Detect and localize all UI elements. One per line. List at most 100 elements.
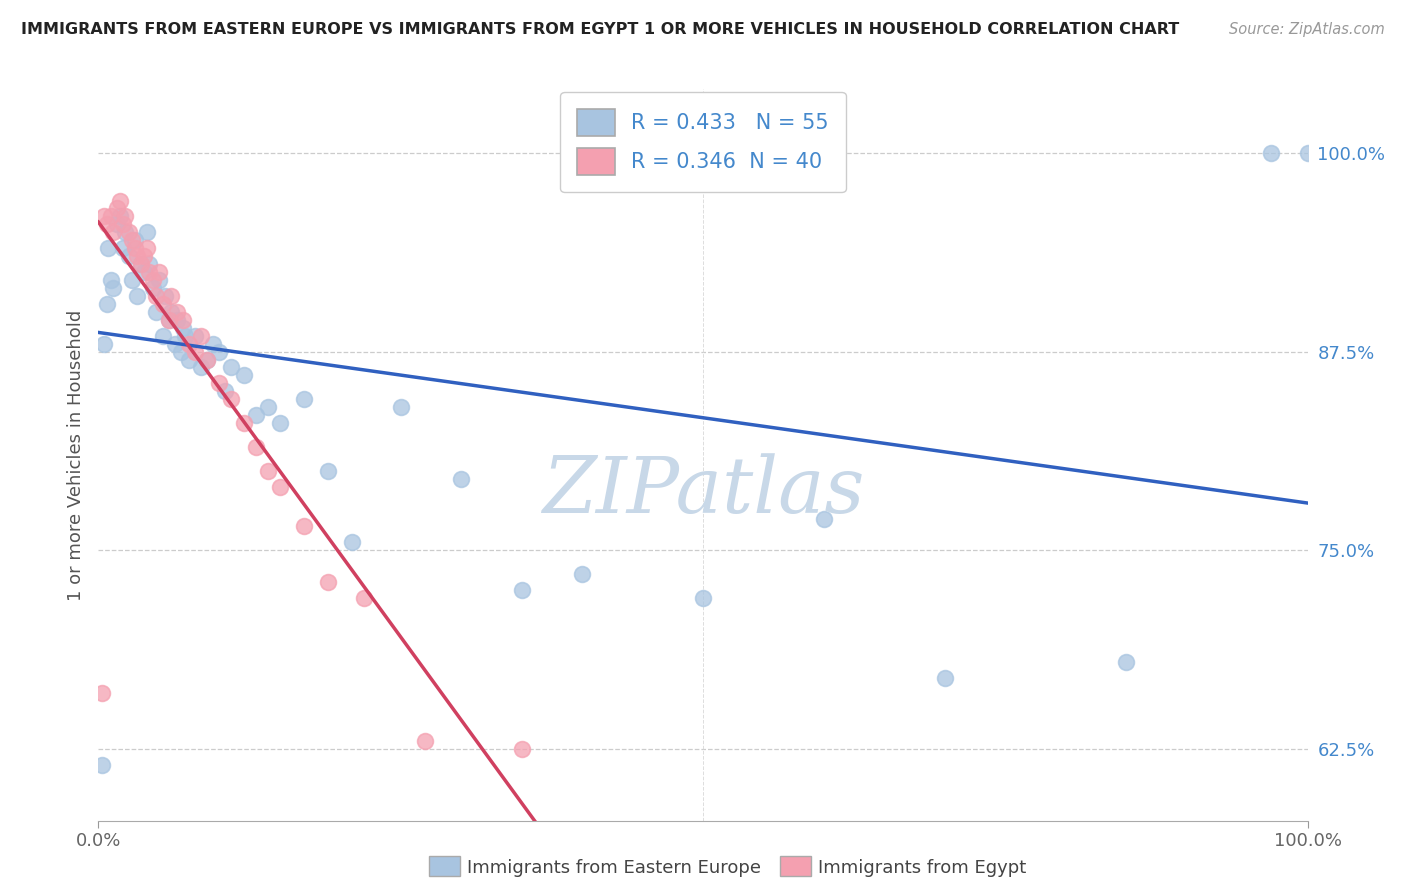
Point	[97, 241, 120, 255]
Point	[195, 352, 218, 367]
Point	[195, 352, 218, 367]
Point	[134, 265, 156, 279]
Point	[148, 273, 170, 287]
Point	[101, 225, 124, 239]
Point	[571, 567, 593, 582]
Point	[169, 344, 191, 359]
Point	[163, 336, 186, 351]
Point	[232, 416, 254, 430]
Point	[105, 202, 128, 216]
Point	[1260, 145, 1282, 160]
Y-axis label: 1 or more Vehicles in Household: 1 or more Vehicles in Household	[66, 310, 84, 600]
Point	[510, 583, 533, 598]
Point	[934, 671, 956, 685]
Point	[692, 591, 714, 605]
Point	[316, 575, 339, 590]
Point	[127, 289, 149, 303]
Point	[124, 241, 146, 255]
Point	[245, 440, 267, 454]
Point	[342, 535, 364, 549]
Point	[190, 328, 212, 343]
Point	[105, 218, 128, 232]
Point	[142, 281, 165, 295]
Point	[269, 416, 291, 430]
Point	[108, 194, 131, 208]
Point	[510, 742, 533, 756]
Point	[202, 336, 225, 351]
Point	[138, 257, 160, 271]
Point	[145, 289, 167, 303]
Point	[389, 401, 412, 415]
Point	[100, 273, 122, 287]
Point	[221, 392, 243, 407]
Point	[256, 401, 278, 415]
Point	[179, 336, 201, 351]
Point	[245, 408, 267, 422]
Point	[152, 328, 174, 343]
Point	[93, 210, 115, 224]
Point	[111, 218, 134, 232]
Point	[145, 305, 167, 319]
Point	[127, 249, 149, 263]
Point	[100, 210, 122, 224]
Text: ZIPatlas: ZIPatlas	[541, 453, 865, 530]
Point	[1115, 655, 1137, 669]
Text: Immigrants from Eastern Europe: Immigrants from Eastern Europe	[467, 859, 761, 877]
Point	[114, 210, 136, 224]
Point	[166, 305, 188, 319]
Point	[214, 384, 236, 399]
Point	[91, 686, 114, 700]
Point	[157, 312, 180, 326]
Point	[153, 289, 176, 303]
Point	[142, 273, 165, 287]
Point	[108, 210, 131, 224]
Text: Source: ZipAtlas.com: Source: ZipAtlas.com	[1229, 22, 1385, 37]
Point	[184, 344, 207, 359]
Legend: R = 0.433   N = 55, R = 0.346  N = 40: R = 0.433 N = 55, R = 0.346 N = 40	[561, 92, 845, 192]
Point	[813, 511, 835, 525]
Point	[353, 591, 375, 605]
Point	[152, 297, 174, 311]
Point	[118, 225, 141, 239]
Point	[172, 320, 194, 334]
Point	[160, 305, 183, 319]
Point	[135, 225, 157, 239]
Point	[232, 368, 254, 383]
Point	[124, 233, 146, 247]
Point	[221, 360, 243, 375]
Point	[316, 464, 339, 478]
Point	[160, 289, 183, 303]
Point	[179, 352, 201, 367]
Point	[135, 241, 157, 255]
Point	[148, 265, 170, 279]
Point	[269, 480, 291, 494]
Text: Immigrants from Egypt: Immigrants from Egypt	[818, 859, 1026, 877]
Point	[1296, 145, 1319, 160]
Point	[118, 249, 141, 263]
Text: IMMIGRANTS FROM EASTERN EUROPE VS IMMIGRANTS FROM EGYPT 1 OR MORE VEHICLES IN HO: IMMIGRANTS FROM EASTERN EUROPE VS IMMIGR…	[21, 22, 1180, 37]
Point	[121, 273, 143, 287]
Point	[96, 218, 118, 232]
Point	[157, 312, 180, 326]
Point	[114, 225, 136, 239]
Point	[129, 257, 152, 271]
Point	[166, 312, 188, 326]
Point	[184, 328, 207, 343]
Point	[138, 265, 160, 279]
Point	[413, 734, 436, 748]
Point	[134, 249, 156, 263]
Point	[174, 328, 197, 343]
Point	[91, 758, 114, 772]
Point	[93, 336, 115, 351]
Point	[450, 472, 472, 486]
Point	[111, 241, 134, 255]
Point	[256, 464, 278, 478]
Point	[208, 344, 231, 359]
Point	[96, 297, 118, 311]
Point	[172, 312, 194, 326]
Point	[101, 281, 124, 295]
Point	[190, 360, 212, 375]
Point	[292, 392, 315, 407]
Point	[292, 519, 315, 533]
Point	[208, 376, 231, 391]
